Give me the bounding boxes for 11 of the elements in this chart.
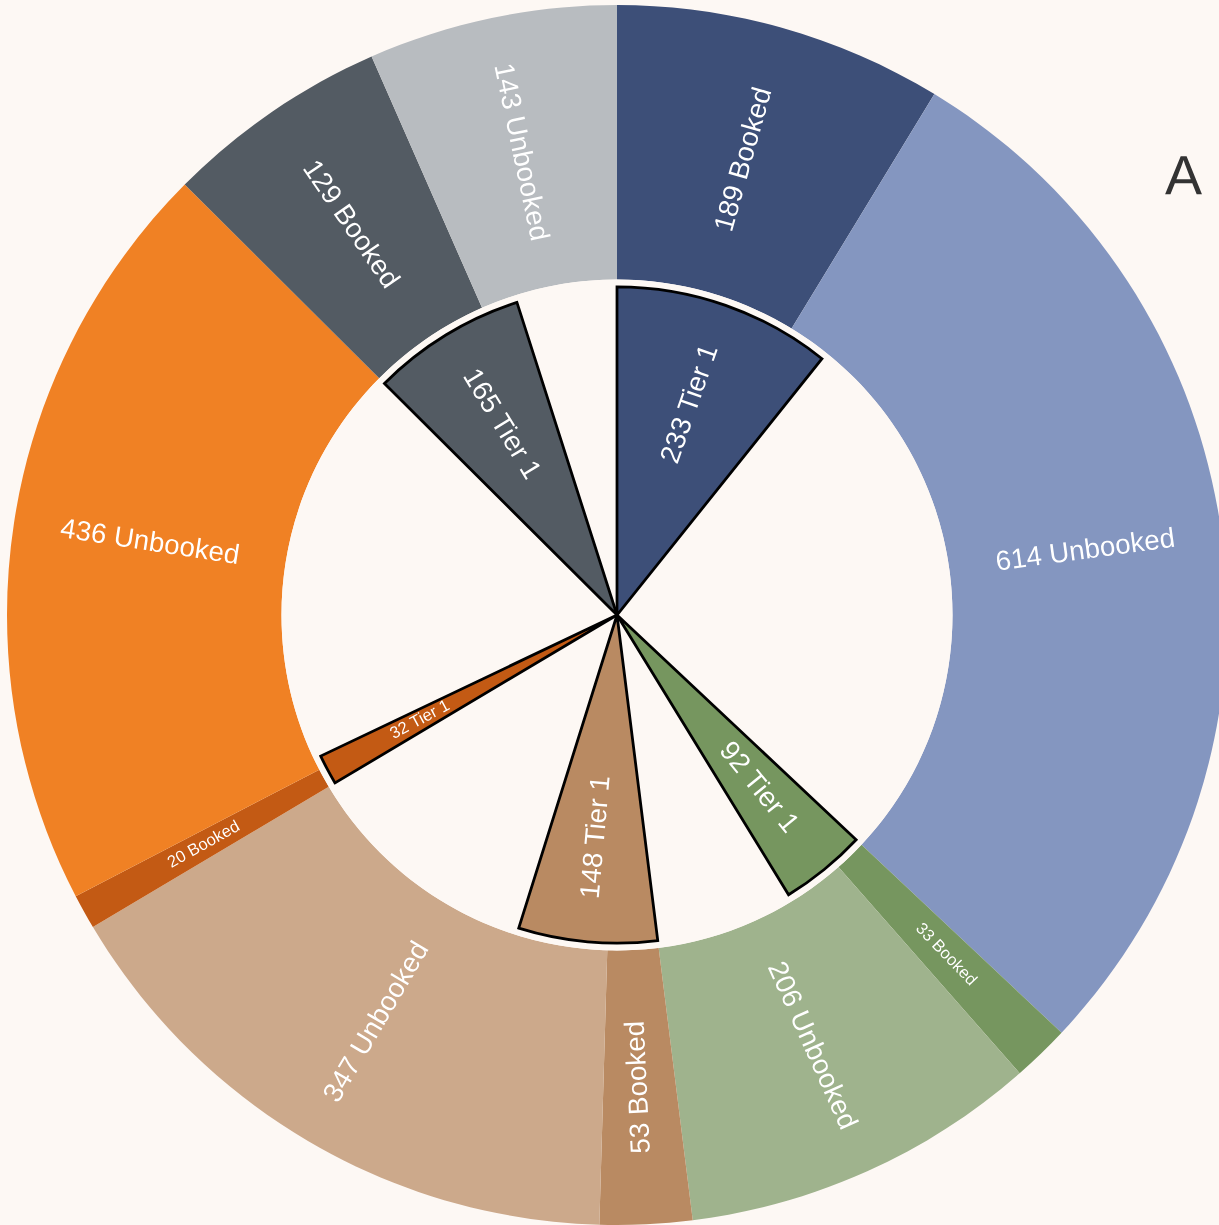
- data-label: 189 Booked: [712, 86, 772, 232]
- data-label: 148 Tier 1: [578, 775, 610, 898]
- data-label: 233 Tier 1: [658, 343, 718, 464]
- data-label: 614 Unbooked: [995, 526, 1175, 571]
- data-label: 436 Unbooked: [59, 517, 240, 565]
- data-label: 32 Tier 1: [388, 698, 451, 740]
- data-label: 165 Tier 1: [463, 366, 544, 481]
- data-label: 53 Booked: [623, 1022, 651, 1154]
- data-label: 143 Unbooked: [494, 63, 551, 241]
- data-label: 92 Tier 1: [718, 738, 802, 834]
- text: A: [1165, 156, 1202, 195]
